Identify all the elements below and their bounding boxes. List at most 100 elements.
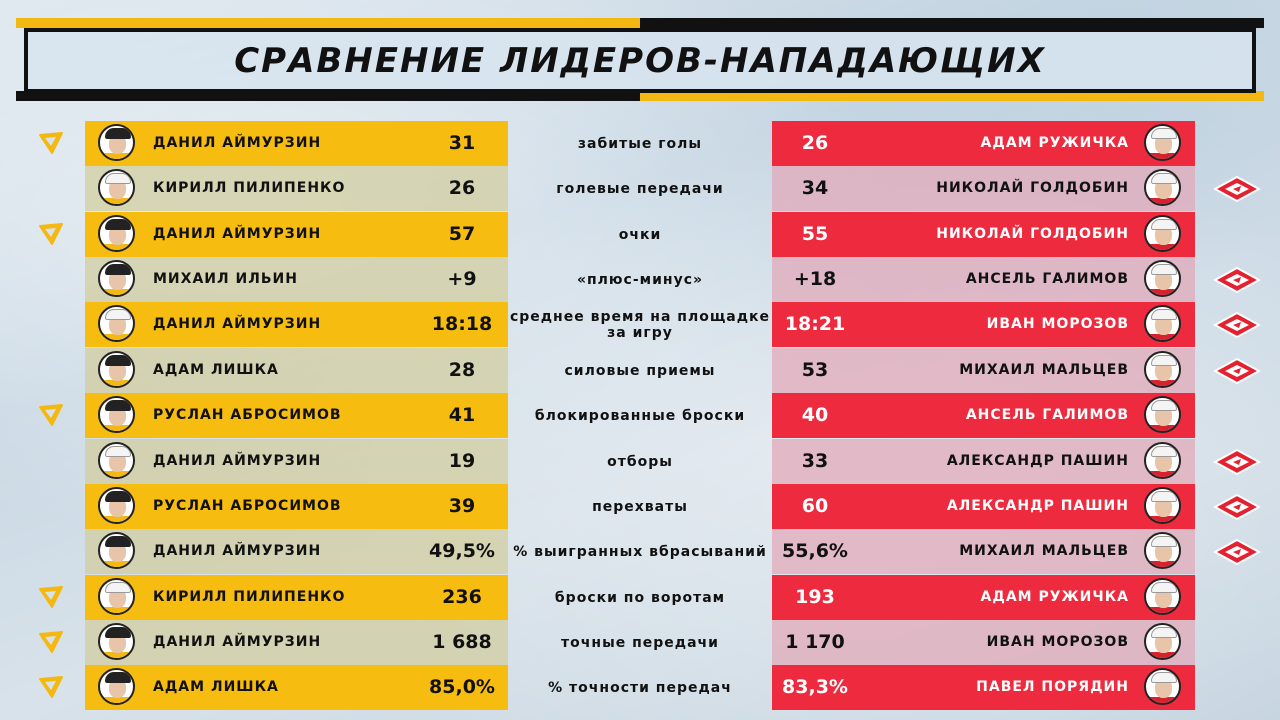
right-player-name: Александр Пашин [946, 498, 1129, 514]
player-avatar [98, 487, 135, 524]
stat-label: % точности передач [548, 679, 732, 696]
right-player-cell: 60 Александр Пашин [772, 484, 1195, 529]
player-avatar [1144, 487, 1181, 524]
player-avatar [98, 396, 135, 433]
player-avatar [1144, 260, 1181, 297]
stat-label: блокированные броски [534, 407, 746, 424]
player-avatar [98, 215, 135, 252]
spartak-logo-icon [1213, 493, 1261, 521]
left-player-cell: Данил Аймурзин 31 [85, 121, 508, 166]
left-stat-value: 39 [448, 495, 476, 517]
table-row: Данил Аймурзин 18:18 среднее время на площ… [0, 302, 1280, 347]
right-player-name: Ансель Галимов [965, 407, 1129, 423]
left-player-name: Кирилл Пилипенко [153, 589, 346, 605]
stat-label: очки [618, 226, 662, 243]
player-avatar [1144, 668, 1181, 705]
right-stat-value: 1 170 [785, 631, 845, 653]
left-player-cell: Данил Аймурзин 49,5% [85, 529, 508, 574]
left-player-name: Данил Аймурзин [153, 135, 322, 151]
player-avatar [1144, 623, 1181, 660]
header-stripe [16, 91, 640, 101]
left-player-name: Руслан Абросимов [153, 407, 342, 423]
left-player-name: Руслан Абросимов [153, 498, 342, 514]
left-player-cell: Адам Лишка 85,0% [85, 665, 508, 710]
right-stat-value: 34 [801, 177, 829, 199]
right-player-cell: 34 Николай Голдобин [772, 166, 1195, 211]
right-stat-value: 18:21 [784, 313, 846, 335]
right-player-name: Александр Пашин [946, 453, 1129, 469]
stat-label: перехваты [592, 498, 688, 515]
right-player-name: Ансель Галимов [965, 271, 1129, 287]
stat-label: среднее время на площадке за игру [509, 308, 771, 341]
left-player-name: Данил Аймурзин [153, 634, 322, 650]
left-stat-value: 85,0% [429, 676, 495, 698]
spartak-logo-icon [1213, 357, 1261, 385]
stat-label: голевые передачи [556, 180, 724, 197]
left-stat-value: +9 [447, 268, 477, 290]
table-row: Адам Лишка 28 силовые приемы 53 Михаил Мальц… [0, 348, 1280, 393]
left-player-cell: Михаил Ильин +9 [85, 257, 508, 302]
left-player-name: Данил Аймурзин [153, 316, 322, 332]
left-player-name: Михаил Ильин [153, 271, 298, 287]
right-player-cell: +18 Ансель Галимов [772, 257, 1195, 302]
left-player-name: Адам Лишка [153, 362, 279, 378]
player-avatar [1144, 169, 1181, 206]
stat-label: точные передачи [561, 634, 719, 651]
player-avatar [98, 668, 135, 705]
left-player-cell: Данил Аймурзин 19 [85, 439, 508, 484]
player-avatar [98, 305, 135, 342]
table-row: Руслан Абросимов 41 блокированные броски 40… [0, 393, 1280, 438]
spartak-logo-icon [1213, 266, 1261, 294]
player-avatar [1144, 351, 1181, 388]
right-player-name: Павел Порядин [976, 679, 1129, 695]
left-player-cell: Кирилл Пилипенко 236 [85, 575, 508, 620]
left-player-cell: Данил Аймурзин 1 688 [85, 620, 508, 665]
right-player-cell: 26 Адам Ружичка [772, 121, 1195, 166]
right-player-cell: 83,3% Павел Порядин [772, 665, 1195, 710]
spartak-logo-icon [1213, 448, 1261, 476]
right-stat-value: 33 [801, 450, 829, 472]
left-stat-value: 31 [448, 132, 476, 154]
right-player-cell: 55,6% Михаил Мальцев [772, 529, 1195, 574]
right-player-name: Адам Ружичка [980, 589, 1129, 605]
table-row: Данил Аймурзин 57 очки 55 Николай Голдобин [0, 212, 1280, 257]
left-player-name: Данил Аймурзин [153, 543, 322, 559]
left-player-name: Данил Аймурзин [153, 226, 322, 242]
left-player-cell: Данил Аймурзин 57 [85, 212, 508, 257]
table-row: Михаил Ильин +9 «плюс-минус» +18 Ансель Гали… [0, 257, 1280, 302]
stat-label: броски по воротам [554, 589, 726, 606]
severstal-logo-icon [39, 223, 63, 245]
stat-label: «плюс-минус» [576, 271, 704, 288]
right-stat-value: +18 [793, 268, 837, 290]
table-row: Адам Лишка 85,0% % точности передач 83,3% Па… [0, 665, 1280, 710]
table-row: Руслан Абросимов 39 перехваты 60 Александр П… [0, 484, 1280, 529]
left-stat-value: 49,5% [429, 540, 495, 562]
right-player-cell: 40 Ансель Галимов [772, 393, 1195, 438]
spartak-logo-icon [1213, 311, 1261, 339]
header-stripe [640, 91, 1264, 101]
player-avatar [98, 351, 135, 388]
right-player-cell: 18:21 Иван Морозов [772, 302, 1195, 347]
right-player-cell: 55 Николай Голдобин [772, 212, 1195, 257]
right-player-name: Михаил Мальцев [959, 543, 1129, 559]
player-avatar [98, 124, 135, 161]
left-stat-value: 18:18 [431, 313, 493, 335]
header-frame: Сравнение лидеров-нападающих [24, 28, 1256, 93]
table-row: Данил Аймурзин 31 забитые голы 26 Адам Ружич… [0, 121, 1280, 166]
left-player-cell: Руслан Абросимов 39 [85, 484, 508, 529]
right-player-name: Николай Голдобин [936, 226, 1129, 242]
left-stat-value: 41 [448, 404, 476, 426]
player-avatar [98, 442, 135, 479]
stat-label: силовые приемы [564, 362, 716, 379]
right-stat-value: 40 [801, 404, 829, 426]
right-stat-value: 83,3% [782, 676, 848, 698]
left-player-cell: Кирилл Пилипенко 26 [85, 166, 508, 211]
table-row: Данил Аймурзин 1 688 точные передачи 1 170 И… [0, 620, 1280, 665]
right-player-cell: 1 170 Иван Морозов [772, 620, 1195, 665]
right-player-cell: 33 Александр Пашин [772, 439, 1195, 484]
player-avatar [98, 532, 135, 569]
table-row: Кирилл Пилипенко 26 голевые передачи 34 Нико… [0, 166, 1280, 211]
header-stripe [640, 18, 1264, 28]
right-player-name: Иван Морозов [986, 316, 1129, 332]
right-stat-value: 55,6% [782, 540, 848, 562]
